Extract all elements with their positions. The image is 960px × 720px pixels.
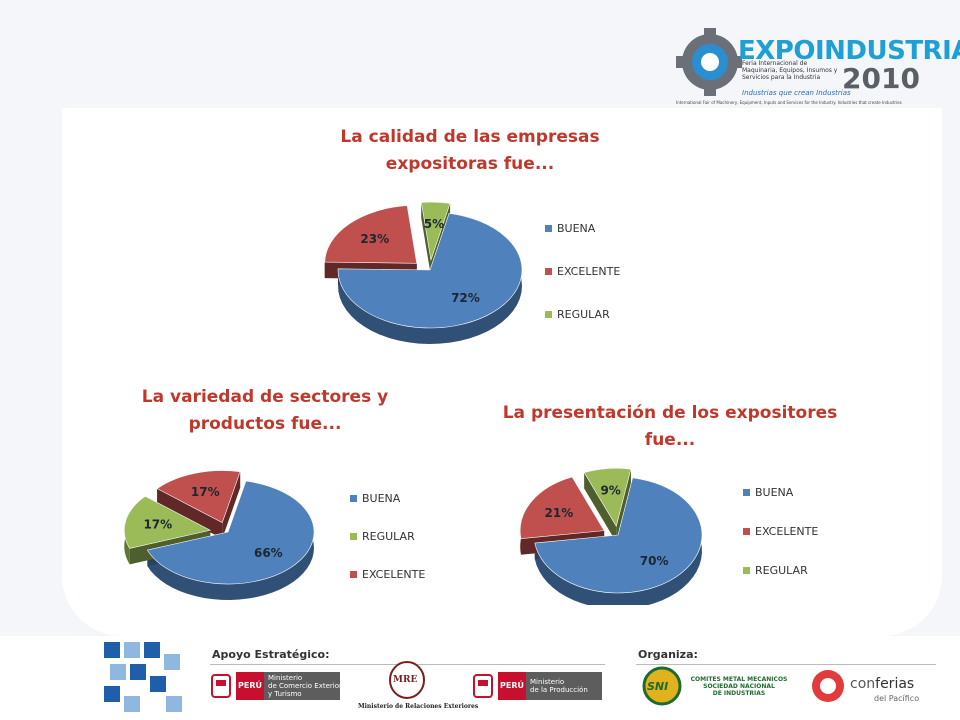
chart-3-data-label-regular: 9% bbox=[600, 484, 620, 498]
mre-name: Ministerio de Relaciones Exteriores bbox=[358, 703, 479, 710]
sni-line3: DE INDUSTRIAS bbox=[712, 690, 766, 697]
chart-2-slice-regular bbox=[123, 495, 212, 549]
chart-2-pie: 66% 17% 17% BUENA REGULAR EXCELENTE bbox=[123, 470, 425, 600]
produce-name: Ministerio de la Producción bbox=[530, 678, 588, 694]
chart-3-data-label-buena: 70% bbox=[640, 554, 669, 568]
logo-year: 2010 bbox=[842, 62, 920, 95]
chart-1-slice-regular bbox=[420, 201, 451, 261]
mincetur-line2: de Comercio Exterior bbox=[268, 682, 342, 690]
peru-coat-of-arms-icon-2 bbox=[473, 674, 493, 698]
chart-3-title-line1: La presentación de los expositores bbox=[502, 403, 838, 423]
chart-1-pie: 72% 23% 5% BUENA EXCELENTE REGULAR bbox=[324, 201, 620, 344]
produce-box bbox=[526, 672, 602, 700]
chart-1-slice-excelente bbox=[324, 205, 418, 264]
chart-3-legend-swatch-excelente bbox=[743, 528, 750, 535]
chart-2-legend-label-excelente: EXCELENTE bbox=[362, 568, 425, 581]
chart-1-legend-swatch-excelente bbox=[545, 268, 552, 275]
chart-2-slice-excelente bbox=[156, 470, 241, 524]
logo-subtitle: Feria Internacional de Maquinaria, Equip… bbox=[742, 60, 838, 81]
chart-1-title: La calidad de las empresas expositoras f… bbox=[300, 124, 640, 178]
chart-2-data-label-excelente: 17% bbox=[191, 485, 220, 499]
peru-badge: PERÚ bbox=[236, 672, 264, 700]
chart-2-legend-swatch-regular bbox=[350, 533, 357, 540]
chart-3-title: La presentación de los expositores fue..… bbox=[500, 400, 840, 454]
conferias-icon bbox=[812, 670, 844, 702]
chart-2-slice-buena bbox=[146, 480, 315, 585]
chart-3-legend-label-excelente: EXCELENTE bbox=[755, 525, 818, 538]
chart-1-legend-swatch-regular bbox=[545, 311, 552, 318]
chart-2-legend-label-regular: REGULAR bbox=[362, 530, 415, 543]
mincetur-line3: y Turismo bbox=[268, 690, 302, 698]
chart-1-legend-swatch-buena bbox=[545, 225, 552, 232]
chart-1-title-line1: La calidad de las empresas bbox=[340, 127, 600, 147]
chart-3-slice-excelente bbox=[519, 476, 605, 540]
produce-line2: de la Producción bbox=[530, 686, 588, 694]
sni-line1: COMITES METAL MECANICOS bbox=[690, 676, 788, 683]
logo-brand: EXPOINDUSTRIA bbox=[738, 36, 960, 66]
mincetur-line1: Ministerio bbox=[268, 674, 303, 682]
conferias-sub: del Pacífico bbox=[874, 694, 920, 703]
sni-mark: SNI bbox=[647, 680, 669, 693]
pixel-mosaic-decoration bbox=[104, 642, 182, 712]
chart-3-title-line2: fue... bbox=[644, 430, 696, 450]
chart-3-legend-label-buena: BUENA bbox=[755, 486, 794, 499]
mre-seal-text: MRE bbox=[393, 675, 418, 685]
chart-2-title-line2: productos fue... bbox=[188, 414, 342, 434]
chart-2-data-label-regular: 17% bbox=[143, 518, 172, 532]
chart-3-legend-swatch-regular bbox=[743, 567, 750, 574]
conferias-con: con bbox=[850, 676, 876, 692]
conferias-ferias: ferias bbox=[875, 676, 915, 692]
chart-1-data-label-buena: 72% bbox=[451, 291, 480, 305]
chart-3-slice-buena bbox=[534, 477, 703, 594]
chart-2-legend-swatch-buena bbox=[350, 495, 357, 502]
organizer-label: Organiza: bbox=[638, 648, 698, 661]
mincetur-name: Ministerio de Comercio Exterior y Turism… bbox=[268, 674, 342, 698]
chart-1-legend-label-excelente: EXCELENTE bbox=[557, 265, 620, 278]
chart-3-legend-label-regular: REGULAR bbox=[755, 564, 808, 577]
chart-1-data-label-excelente: 23% bbox=[360, 232, 389, 246]
chart-2-legend-swatch-excelente bbox=[350, 571, 357, 578]
chart-1-legend-label-buena: BUENA bbox=[557, 222, 596, 235]
chart-1-data-label-regular: 5% bbox=[424, 217, 444, 231]
chart-1-title-line2: expositoras fue... bbox=[385, 154, 555, 174]
expoindustria-logo: EXPOINDUSTRIA Feria Internacional de Maq… bbox=[672, 10, 960, 110]
organizer-rule bbox=[636, 664, 936, 665]
chart-2-legend-label-buena: BUENA bbox=[362, 492, 401, 505]
produce-line1: Ministerio bbox=[530, 678, 565, 686]
chart-3-data-label-excelente: 21% bbox=[545, 506, 574, 520]
chart-2-data-label-buena: 66% bbox=[254, 546, 283, 560]
mre-seal-icon bbox=[389, 661, 425, 699]
sni-name: COMITES METAL MECANICOS SOCIEDAD NACIONA… bbox=[686, 676, 792, 697]
chart-3-legend-swatch-buena bbox=[743, 489, 750, 496]
chart-2-title-line1: La variedad de sectores y bbox=[141, 387, 389, 407]
support-label: Apoyo Estratégico: bbox=[212, 648, 330, 661]
mincetur-box bbox=[264, 672, 340, 700]
peru-coat-of-arms-icon bbox=[211, 674, 231, 698]
conferias-wordmark: conferias bbox=[850, 676, 914, 692]
logo-tagline: Industrias que crean Industrias bbox=[742, 89, 851, 97]
chart-3-pie: 70% 21% 9% BUENA EXCELENTE REGULAR bbox=[519, 467, 818, 605]
chart-1-legend-label-regular: REGULAR bbox=[557, 308, 610, 321]
peru-badge-2: PERÚ bbox=[498, 672, 526, 700]
chart-2-title: La variedad de sectores y productos fue.… bbox=[110, 384, 420, 438]
logo-footnote: International Fair of Machinery, Equipme… bbox=[676, 100, 902, 105]
gear-icon bbox=[676, 28, 742, 96]
sni-line2: SOCIEDAD NACIONAL bbox=[703, 683, 775, 690]
chart-3-slice-regular bbox=[583, 467, 632, 528]
sni-gear-icon bbox=[642, 666, 682, 706]
chart-1-slice-buena bbox=[337, 212, 523, 329]
